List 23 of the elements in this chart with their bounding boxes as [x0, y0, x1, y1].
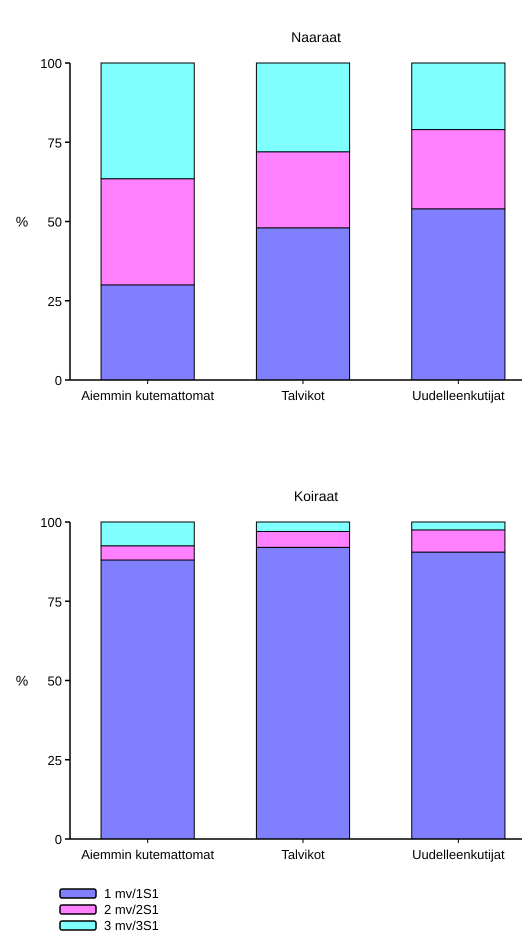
y-tick-label: 50 — [48, 214, 62, 230]
x-tick-label: Talvikot — [281, 847, 326, 862]
y-axis-title: % — [16, 214, 28, 230]
x-tick-label: Uudelleenkutijat — [412, 388, 505, 403]
y-tick-label: 75 — [48, 135, 62, 150]
legend-label: 1 mv/1S1 — [104, 886, 159, 901]
y-tick-label: 25 — [48, 294, 62, 309]
y-tick-label: 75 — [48, 594, 62, 610]
y-tick-label: 100 — [40, 56, 62, 71]
x-tick-label: Talvikot — [281, 388, 326, 403]
legend-label: 2 mv/2S1 — [104, 902, 159, 917]
y-tick-label: 50 — [48, 674, 62, 688]
y-axis-title: % — [16, 672, 28, 688]
y-tick-label: 0 — [54, 373, 62, 388]
chart-title: Naaraat — [291, 29, 342, 45]
y-tick-label: 0 — [54, 832, 62, 847]
y-tick-label: 25 — [48, 752, 62, 768]
x-tick-label: Uudelleenkutijat — [412, 847, 505, 862]
legend-label: 3 mv/3S1 — [104, 918, 159, 933]
chart-title: Koiraat — [294, 488, 338, 504]
x-tick-label: Aiemmin kutemattomat — [81, 388, 215, 403]
y-tick-label: 100 — [40, 515, 62, 530]
x-tick-label: Aiemmin kutemattomat — [81, 847, 215, 862]
